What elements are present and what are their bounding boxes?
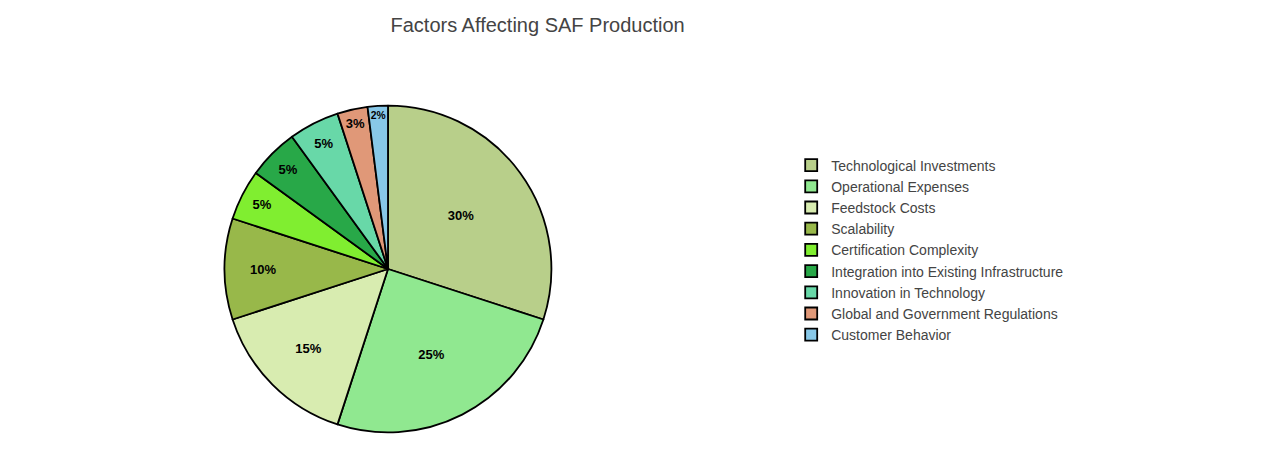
svg-text:5%: 5%	[278, 162, 297, 177]
svg-text:30%: 30%	[448, 208, 474, 223]
svg-text:2%: 2%	[371, 110, 386, 121]
svg-text:5%: 5%	[314, 136, 333, 151]
svg-text:Feedstock Costs: Feedstock Costs	[831, 200, 935, 216]
svg-text:Factors Affecting SAF Producti: Factors Affecting SAF Production	[390, 14, 684, 36]
svg-text:Integration into Existing Infr: Integration into Existing Infrastructure	[831, 264, 1063, 280]
svg-text:5%: 5%	[252, 197, 271, 212]
svg-text:Global and Government Regulati: Global and Government Regulations	[831, 306, 1057, 322]
svg-text:Customer Behavior: Customer Behavior	[831, 327, 951, 343]
svg-text:Technological Investments: Technological Investments	[831, 158, 995, 174]
svg-text:Operational Expenses: Operational Expenses	[831, 179, 969, 195]
svg-text:15%: 15%	[295, 341, 321, 356]
svg-text:Scalability: Scalability	[831, 221, 894, 237]
svg-text:10%: 10%	[250, 262, 276, 277]
svg-text:Innovation in Technology: Innovation in Technology	[831, 285, 985, 301]
svg-text:Certification Complexity: Certification Complexity	[831, 242, 978, 258]
svg-text:25%: 25%	[418, 347, 444, 362]
svg-text:3%: 3%	[346, 116, 365, 131]
